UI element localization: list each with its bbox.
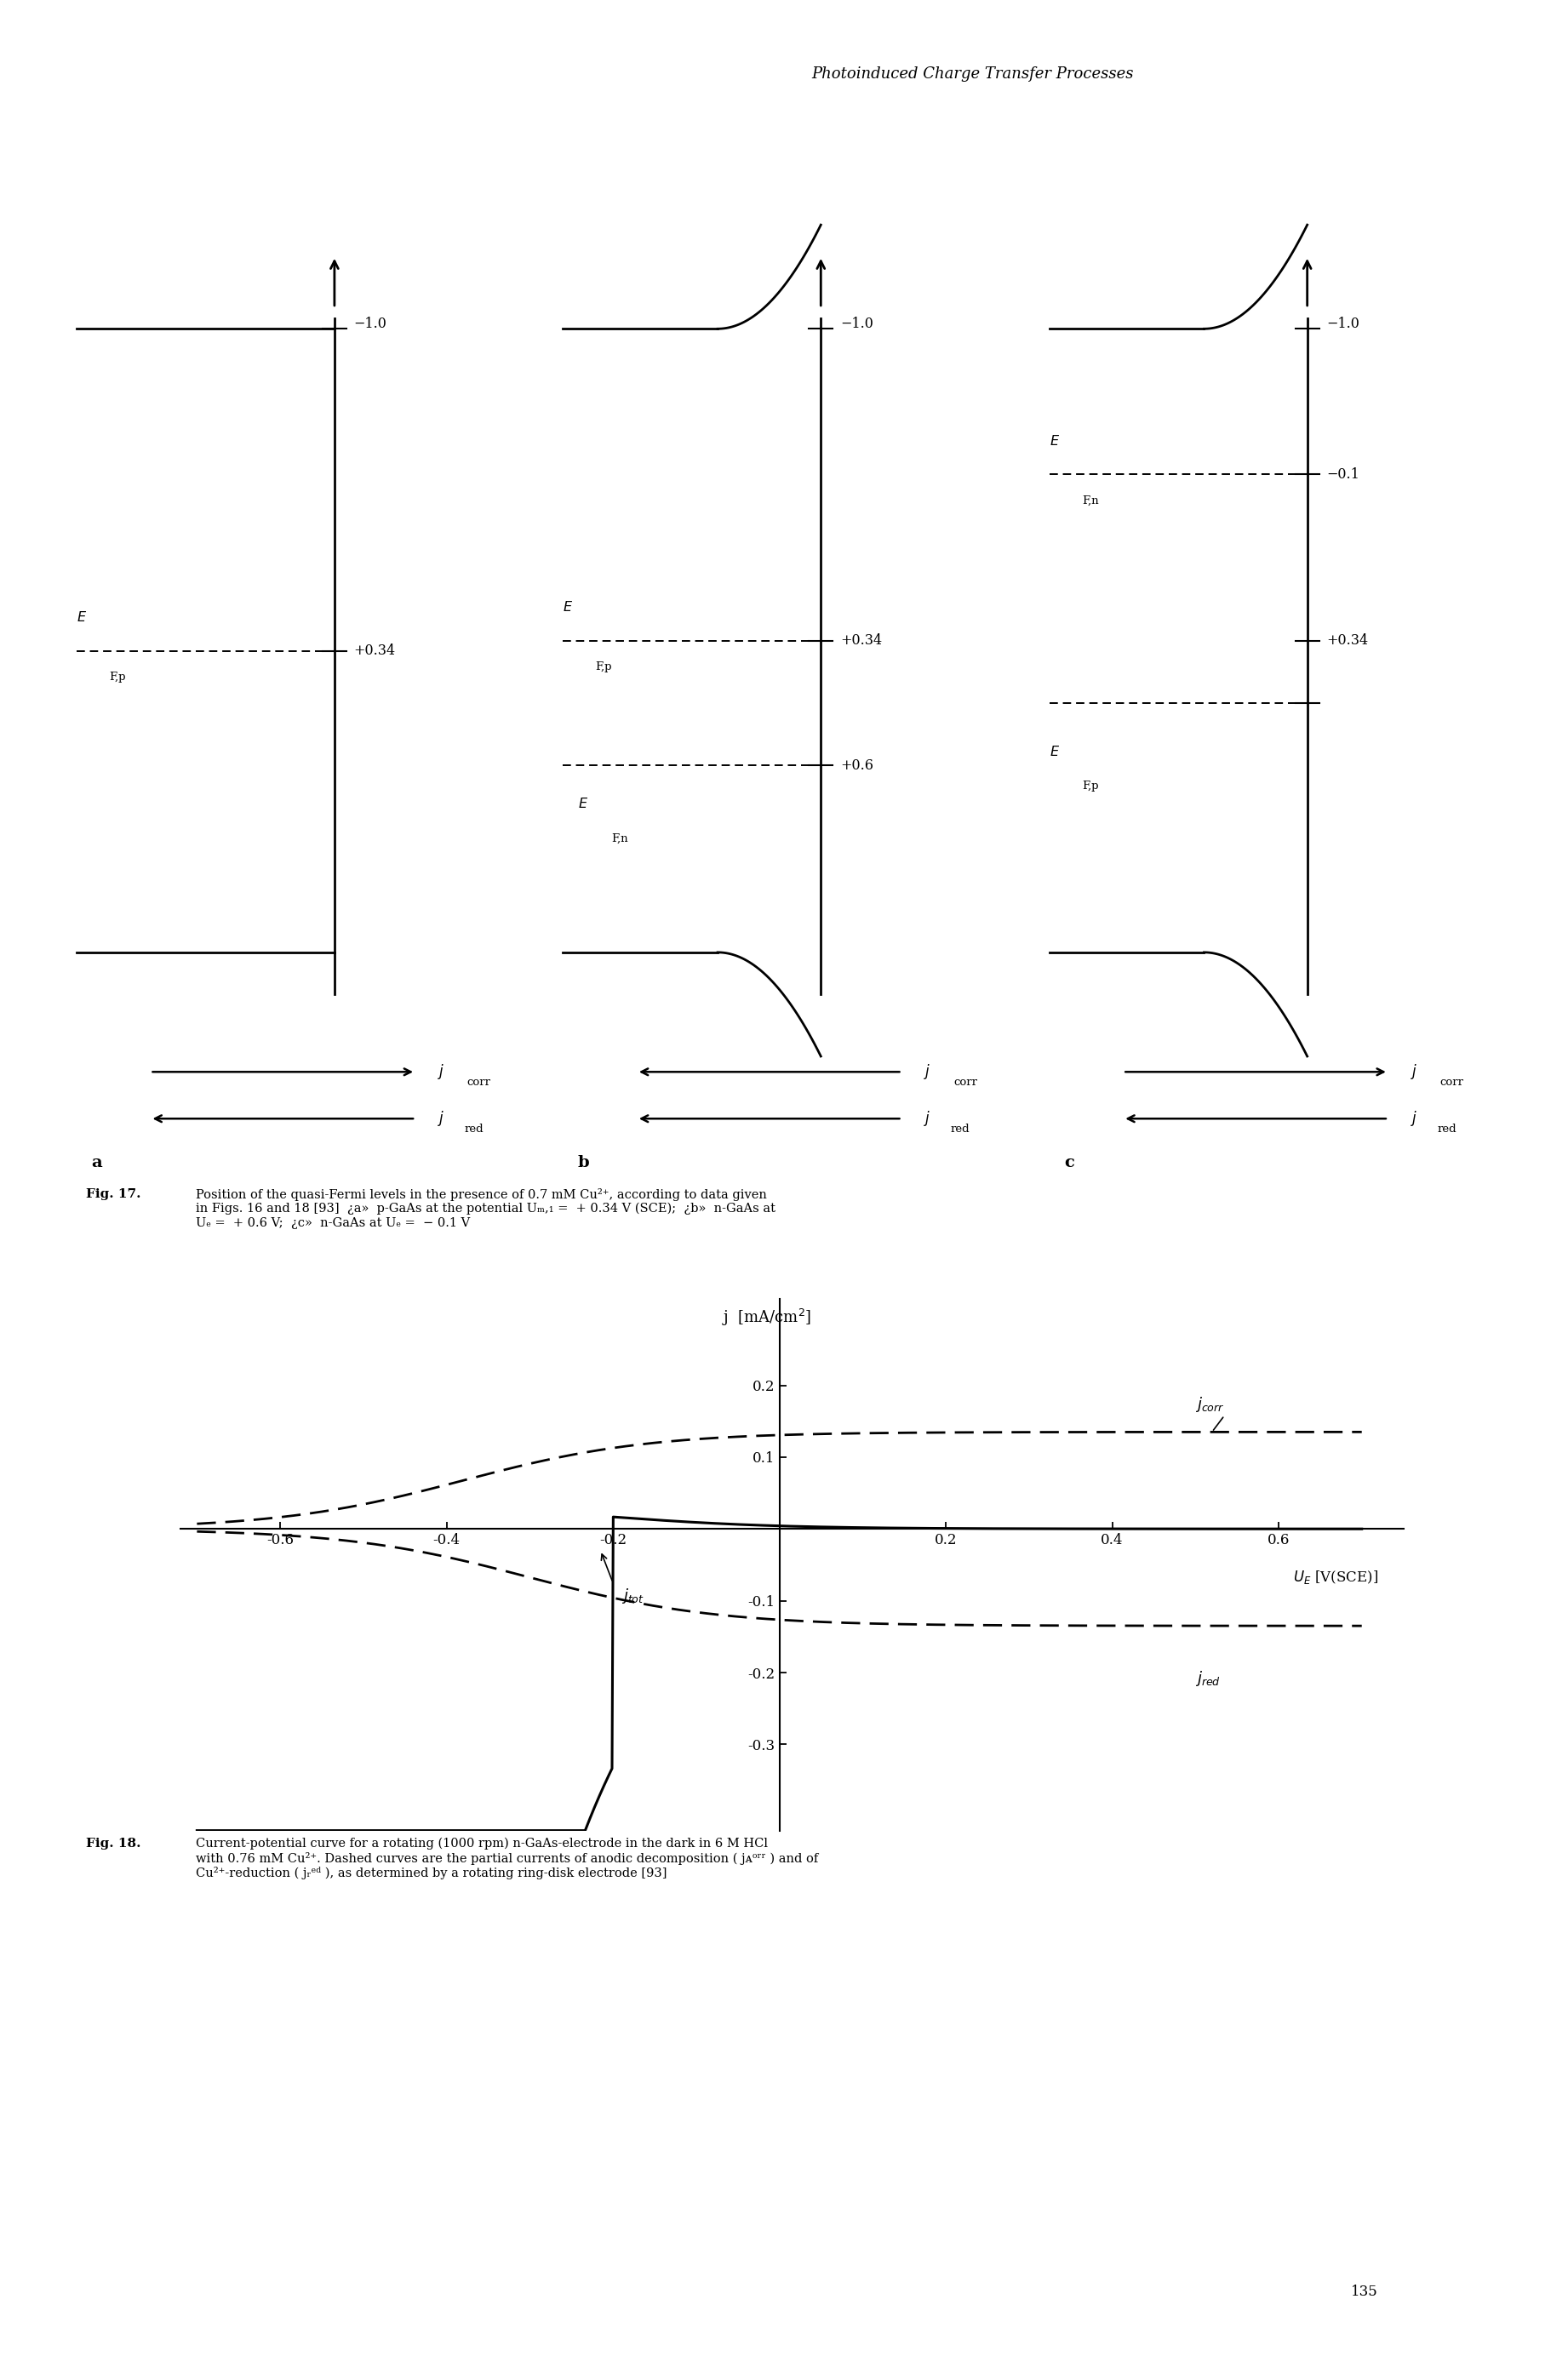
Text: $j$: $j$	[1411, 1063, 1417, 1082]
Text: Fig. 17.: Fig. 17.	[86, 1188, 141, 1200]
Text: b: b	[577, 1155, 590, 1172]
Text: Fig. 18.: Fig. 18.	[86, 1838, 141, 1849]
Text: Position of the quasi-Fermi levels in the presence of 0.7 mM Cu²⁺, according to : Position of the quasi-Fermi levels in th…	[196, 1188, 776, 1228]
Text: j  [mA/cm$^2$]: j [mA/cm$^2$]	[723, 1306, 812, 1327]
Text: −1.0: −1.0	[840, 317, 873, 331]
Text: $j$: $j$	[437, 1063, 445, 1082]
Text: −1.0: −1.0	[354, 317, 387, 331]
Text: corr: corr	[953, 1077, 977, 1089]
Text: $j$: $j$	[924, 1063, 931, 1082]
Text: corr: corr	[1439, 1077, 1465, 1089]
Text: F,p: F,p	[1082, 782, 1098, 791]
Text: $j_{tot}$: $j_{tot}$	[621, 1587, 644, 1606]
Text: −1.0: −1.0	[1327, 317, 1359, 331]
Text: +0.34: +0.34	[840, 633, 881, 647]
Text: red: red	[950, 1124, 971, 1134]
Text: F,p: F,p	[596, 661, 612, 673]
Text: $E$: $E$	[577, 796, 588, 810]
Text: +0.6: +0.6	[840, 758, 873, 772]
Text: $j_{corr}$: $j_{corr}$	[1195, 1396, 1225, 1415]
Text: +0.34: +0.34	[354, 645, 395, 659]
Text: $j$: $j$	[1411, 1110, 1417, 1129]
Text: $E$: $E$	[1049, 744, 1060, 758]
Text: +0.34: +0.34	[1327, 633, 1369, 647]
Text: $E$: $E$	[77, 609, 86, 626]
Text: 135: 135	[1350, 2284, 1378, 2298]
Text: $j$: $j$	[924, 1110, 931, 1129]
Text: $E$: $E$	[563, 600, 574, 614]
Text: Current-potential curve for a rotating (1000 rpm) n-GaAs-electrode in the dark i: Current-potential curve for a rotating (…	[196, 1838, 818, 1880]
Text: $j$: $j$	[437, 1110, 445, 1129]
Text: −0.1: −0.1	[1327, 468, 1359, 482]
Text: $j_{red}$: $j_{red}$	[1195, 1670, 1221, 1689]
Text: $U_E$ [V(SCE)]: $U_E$ [V(SCE)]	[1294, 1568, 1378, 1585]
Text: Photoinduced Charge Transfer Processes: Photoinduced Charge Transfer Processes	[811, 66, 1134, 80]
Text: a: a	[91, 1155, 102, 1172]
Text: red: red	[464, 1124, 483, 1134]
Text: corr: corr	[467, 1077, 491, 1089]
Text: c: c	[1065, 1155, 1074, 1172]
Text: red: red	[1436, 1124, 1457, 1134]
Text: F,n: F,n	[612, 834, 629, 843]
Text: F,n: F,n	[1082, 496, 1099, 505]
Text: F,p: F,p	[108, 671, 125, 683]
Text: $E$: $E$	[1049, 435, 1060, 449]
